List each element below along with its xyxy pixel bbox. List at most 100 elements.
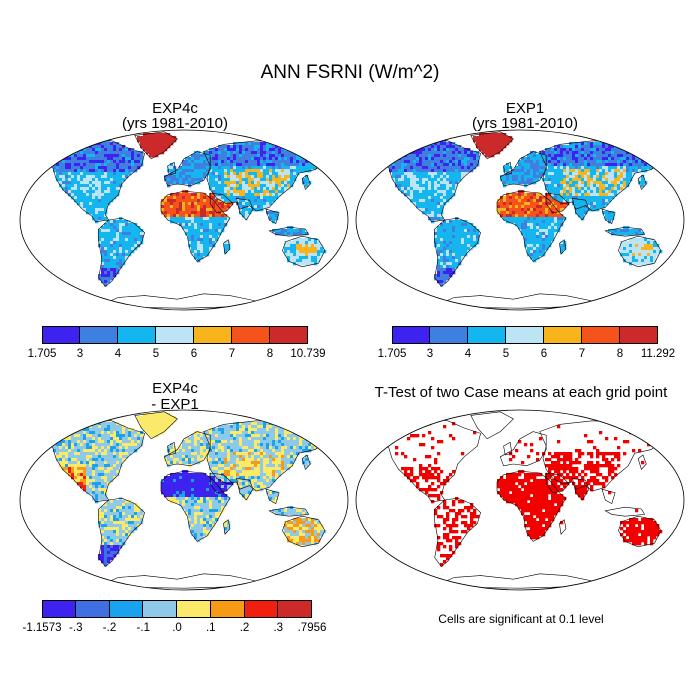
colorbar-label: -.3: [69, 622, 83, 634]
coastline-newzealand: [329, 546, 337, 560]
colorbar-swatch: [109, 600, 144, 618]
colorbar-label: 1.705: [27, 348, 57, 360]
coastline-india: [236, 198, 254, 221]
panel-3-subtitle: - EXP1: [151, 396, 199, 413]
panel-4-title: T-Test of two Case means at each grid po…: [374, 384, 668, 401]
coastline-australia: [282, 235, 326, 268]
coastline-seasia: [601, 208, 616, 225]
colorbar-swatch: [42, 600, 76, 618]
coastline-newzealand: [665, 266, 673, 280]
coastline-europe: [499, 431, 547, 467]
map-frame: [355, 129, 685, 311]
colorbar-swatch: [244, 600, 279, 618]
coastline-indonesia: [604, 226, 646, 237]
colorbar-swatch: [232, 326, 270, 344]
colorbar-label: 3: [426, 348, 434, 360]
coastline-europe: [163, 431, 211, 467]
coastline-antarctica: [100, 293, 258, 309]
coastline-greenland: [134, 131, 178, 160]
colorbar-swatch: [506, 326, 544, 344]
coastline-namerica: [29, 136, 145, 223]
colorbar-swatch: [194, 326, 232, 344]
colorbar-label: 10.739: [290, 348, 326, 360]
coastline-india: [236, 478, 254, 501]
colorbar-label: 8: [266, 348, 274, 360]
map-cells: [29, 133, 336, 287]
colorbar-swatch: [392, 326, 430, 344]
colorbar-label: 1.705: [377, 348, 407, 360]
coastline-namerica: [365, 416, 481, 503]
colorbar-label: 3: [76, 348, 84, 360]
map-cells: [377, 419, 663, 567]
coastline-uk: [167, 441, 177, 456]
colorbar-swatch: [270, 326, 308, 344]
coastline-uk: [503, 161, 513, 176]
coastline-samerica: [98, 497, 145, 568]
coastline-arabia: [209, 192, 234, 214]
colorbar-swatch: [42, 326, 80, 344]
coastline-japan: [301, 454, 311, 470]
panel-3-title: EXP4c: [152, 380, 198, 397]
coastline-uk: [167, 161, 177, 176]
coastline-antarctica: [436, 573, 594, 589]
colorbar-label: 4: [464, 348, 472, 360]
colorbar-swatch: [75, 600, 110, 618]
coastline-europe: [163, 151, 211, 187]
colorbar-label: 4: [114, 348, 122, 360]
coastline-arabia: [545, 472, 570, 494]
coastline-antarctica: [436, 293, 594, 309]
panel-1-title: EXP4c: [152, 100, 198, 117]
colorbar-label: 6: [190, 348, 198, 360]
coastline-greenland: [470, 131, 514, 160]
colorbar-label: .3: [273, 622, 284, 634]
panel-1-colorbar: 1.705 3 4 5 6 7 8 10.739: [28, 326, 326, 362]
colorbar-label: 5: [502, 348, 510, 360]
colorbar-label: .1: [205, 622, 216, 634]
panel-4-map: [355, 409, 685, 591]
coastline-indonesia: [268, 226, 310, 237]
coastline-australia: [282, 515, 326, 548]
coastline-australia: [618, 235, 662, 268]
panel-2-title: EXP1: [505, 100, 545, 117]
coastline-japan: [637, 174, 647, 190]
main-title: ANN FSRNI (W/m^2): [260, 62, 440, 83]
colorbar-label: 5: [152, 348, 160, 360]
map-frame: [355, 409, 685, 591]
colorbar-label: 11.292: [640, 348, 676, 360]
coastline-india: [572, 478, 590, 501]
coastline-antarctica: [100, 573, 258, 589]
coastline-indonesia: [268, 506, 310, 517]
colorbar-label: .7956: [297, 622, 327, 634]
coastline-madagascar: [559, 519, 567, 535]
colorbar-swatch: [544, 326, 582, 344]
coastline-arabia: [209, 472, 234, 494]
map-cells: [29, 413, 336, 567]
coastline-australia: [618, 515, 662, 548]
panel-3-colorbar: -1.1573 -.3 -.2 -.1 .0 .1 .2 .3 .7956: [22, 600, 326, 636]
colorbar-label: -.2: [102, 622, 117, 634]
coastline-samerica: [434, 217, 481, 288]
coastline-madagascar: [223, 239, 231, 255]
coastline-madagascar: [223, 519, 231, 535]
colorbar-swatch: [177, 600, 211, 618]
coastline-seasia: [601, 488, 616, 505]
coastline-europe: [499, 151, 547, 187]
coastline-namerica: [365, 136, 481, 223]
colorbar-label: -1.1573: [22, 622, 62, 634]
panel-3-map: [19, 409, 349, 591]
colorbar-swatch: [210, 600, 245, 618]
colorbar-label: 7: [578, 348, 586, 360]
panel-2-subtitle: (yrs 1981-2010): [472, 115, 578, 132]
panel-2-colorbar: 1.705 3 4 5 6 7 8 11.292: [378, 326, 675, 362]
coastline-greenland: [470, 411, 514, 440]
colorbar-swatch: [430, 326, 468, 344]
coastline-indonesia: [604, 506, 646, 517]
coastline-seasia: [265, 208, 280, 225]
colorbar-label: -.1: [136, 622, 150, 634]
panel-1-subtitle: (yrs 1981-2010): [122, 115, 228, 132]
colorbar-swatch: [468, 326, 506, 344]
colorbar-label: .2: [239, 622, 250, 634]
colorbar-label: 6: [540, 348, 548, 360]
coastline-seasia: [265, 488, 280, 505]
coastline-newzealand: [665, 546, 673, 560]
